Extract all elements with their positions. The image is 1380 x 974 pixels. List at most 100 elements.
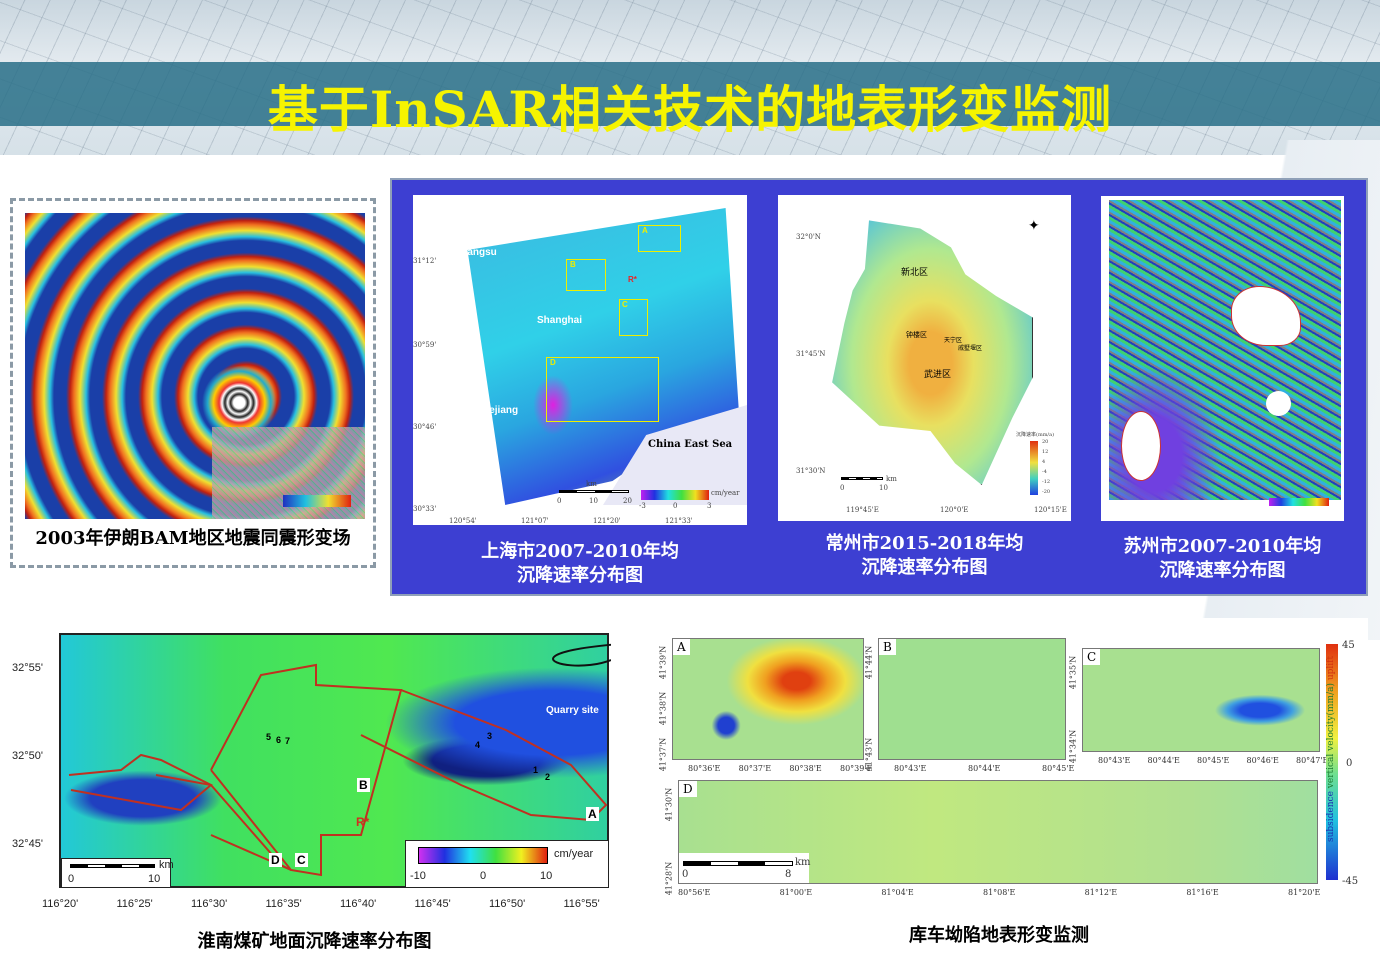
changzhou-raster (832, 220, 1033, 485)
lat-tick: 41°43'N (864, 737, 874, 772)
colorbar-axis-title: subsidence vertical velocity(mm/a) uplif… (1326, 656, 1338, 842)
colorbar-tick: 0 (1346, 758, 1353, 769)
lon-tick: 80°45'E (1042, 764, 1075, 773)
label-reference-point: R* (356, 815, 370, 829)
scale-box: km 0 10 (61, 858, 174, 888)
lat-tick: 41°44'N (864, 645, 874, 680)
box-c (619, 299, 648, 336)
legend-tick: -12 (1042, 479, 1051, 485)
lon-tick: 80°36'E (688, 764, 721, 773)
lon-tick: 116°35' (265, 898, 302, 910)
compass-icon: ✦ (1028, 217, 1040, 233)
colorbar (641, 490, 709, 500)
kuqa-panel-a: A (672, 638, 864, 760)
kuqa-panel-c: C (1082, 648, 1320, 752)
lon-tick: 80°43'E (1098, 756, 1131, 765)
legend-tick: 12 (1042, 449, 1049, 455)
label-quarry-site: Quarry site (546, 705, 599, 716)
point-label: 3 (487, 731, 493, 741)
colorbar-tick: 45 (1342, 640, 1355, 651)
kuqa-panel-d: D km 0 8 (678, 780, 1318, 884)
district-wujin: 武进区 (924, 370, 952, 380)
mining-area-outlines (68, 643, 611, 877)
lon-tick: 116°30' (191, 898, 228, 910)
colorbar-tick: -3 (639, 502, 646, 510)
point-label: 6 (276, 735, 282, 745)
colorbar-top-label: uplift (1326, 655, 1336, 681)
panel-label: B (879, 639, 896, 655)
lon-tick: 80°44'E (1147, 756, 1180, 765)
label-d: D (550, 358, 556, 367)
lon-tick: 116°45' (414, 898, 451, 910)
lon-tick: 80°44'E (968, 764, 1001, 773)
point-label: 7 (285, 736, 291, 746)
scale-tick: 0 (68, 873, 75, 885)
point-label: 5 (266, 732, 272, 742)
scale-unit: km (886, 475, 897, 483)
scale-unit: km (159, 859, 174, 871)
lon-tick: 80°37'E (738, 764, 772, 773)
lat-tick: 31°45'N (796, 350, 826, 358)
colorbar-bottom-label: subsidence (1326, 791, 1336, 842)
scale-bar (841, 477, 883, 480)
colorbar (1269, 498, 1329, 506)
caption-line: 常州市2015-2018年均 (825, 533, 1024, 554)
shanghai-map: Jiangsu Shanghai Zhejiang China East Sea… (413, 195, 747, 525)
lat-tick: 41°39'N (658, 645, 668, 680)
lon-tick: 116°20' (42, 898, 79, 910)
lat-tick: 41°30'N (664, 787, 674, 822)
colorbar-tick: 0 (480, 870, 487, 882)
label-reference-point: R* (628, 275, 637, 284)
colorbar-tick: -45 (1342, 876, 1359, 887)
caption-line: 上海市2007-2010年均 (481, 541, 679, 562)
district-xinbei: 新北区 (901, 268, 929, 278)
legend-colorbar (1030, 441, 1038, 495)
lat-tick: 41°28'N (664, 861, 674, 896)
label-jiangsu: Jiangsu (459, 247, 497, 258)
lake (1266, 391, 1291, 416)
huainan-caption: 淮南煤矿地面沉降速率分布图 (197, 931, 432, 952)
colorbar-tick: -10 (410, 870, 426, 882)
legend-title: 沉降速率(mm/a) (1016, 432, 1055, 438)
caption-line: 沉降速率分布图 (1159, 560, 1286, 581)
box-a (638, 225, 681, 252)
colorbar (418, 847, 548, 864)
suzhou-map (1101, 196, 1344, 521)
lon-tick: 121°33' (665, 517, 693, 525)
scale-tick: 10 (879, 484, 888, 492)
lon-tick: 81°16'E (1186, 888, 1219, 897)
title-band (0, 62, 1380, 126)
lon-tick: 81°20'E (1288, 888, 1321, 897)
lat-tick: 41°34'N (1068, 729, 1078, 764)
scale-tick: 0 (840, 484, 845, 492)
suzhou-caption: 苏州市2007-2010年均 沉降速率分布图 (1101, 535, 1344, 583)
lon-tick: 80°47'E (1296, 756, 1329, 765)
scale-tick: 20 (623, 497, 632, 505)
scale-unit: km (795, 857, 811, 868)
legend-tick: -20 (1042, 489, 1051, 495)
panel-label: A (673, 639, 690, 655)
lon-tick: 120°54' (449, 517, 477, 525)
label-d: D (269, 853, 282, 867)
iran-panel: 2003年伊朗BAM地区地震同震形变场 (10, 198, 376, 568)
lat-tick: 41°37'N (658, 737, 668, 772)
kuqa-caption: 库车坳陷地表形变监测 (909, 925, 1089, 946)
label-zhejiang: Zhejiang (477, 405, 519, 416)
lon-tick: 116°40' (340, 898, 377, 910)
lon-tick: 81°04'E (881, 888, 914, 897)
lon-tick: 121°20' (593, 517, 621, 525)
lon-tick: 80°46'E (1246, 756, 1279, 765)
scale-unit: km (586, 480, 597, 488)
shanghai-caption: 上海市2007-2010年均 沉降速率分布图 (413, 540, 747, 588)
colorbar-title: vertical velocity(mm/a) (1326, 683, 1336, 789)
box-d (546, 357, 659, 422)
lat-tick: 32°45' (12, 838, 43, 850)
lat-tick: 30°59' (413, 341, 437, 349)
colorbar-box: cm/year -10 0 10 (405, 840, 609, 888)
scale-tick: 10 (148, 873, 161, 885)
kuqa-panel-b: B (878, 638, 1066, 760)
scale-tick: 0 (557, 497, 562, 505)
lon-tick: 81°12'E (1084, 888, 1118, 897)
iran-caption: 2003年伊朗BAM地区地震同震形变场 (35, 528, 351, 549)
scale-bar (683, 861, 793, 866)
